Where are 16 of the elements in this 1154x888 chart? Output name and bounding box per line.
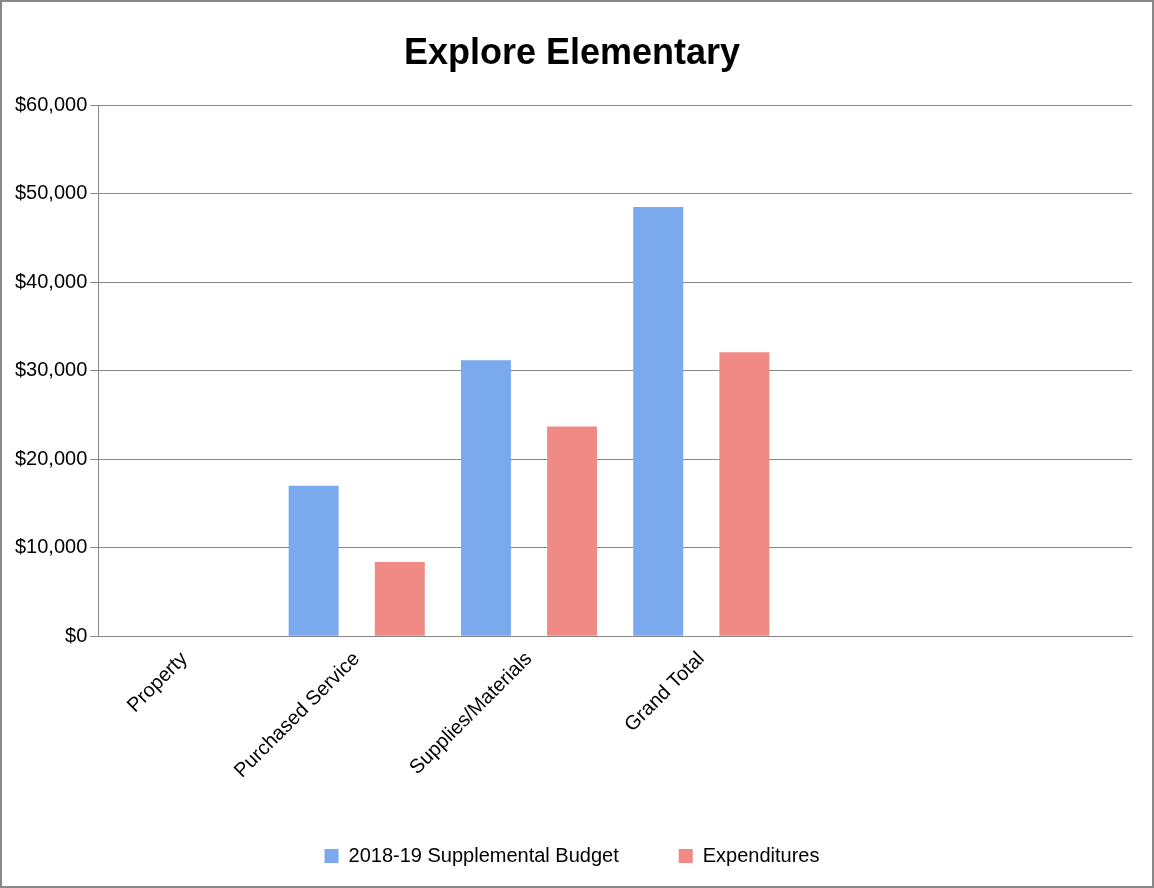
y-tick-label: $20,000 — [15, 446, 88, 469]
bar — [460, 360, 511, 636]
legend-label: 2018-19 Supplemental Budget — [348, 843, 620, 866]
y-tick-label: $50,000 — [15, 181, 88, 204]
bar — [719, 352, 770, 636]
bar — [633, 207, 684, 636]
bar — [288, 485, 339, 636]
bar — [547, 426, 598, 636]
chart-title: Explore Elementary — [403, 30, 741, 72]
bar — [374, 561, 425, 636]
y-tick-label: $0 — [65, 623, 88, 646]
legend-label: Expenditures — [702, 843, 820, 866]
y-tick-label: $60,000 — [15, 92, 88, 115]
y-tick-label: $30,000 — [15, 358, 88, 381]
y-tick-label: $10,000 — [15, 535, 88, 558]
y-tick-label: $40,000 — [15, 269, 88, 292]
